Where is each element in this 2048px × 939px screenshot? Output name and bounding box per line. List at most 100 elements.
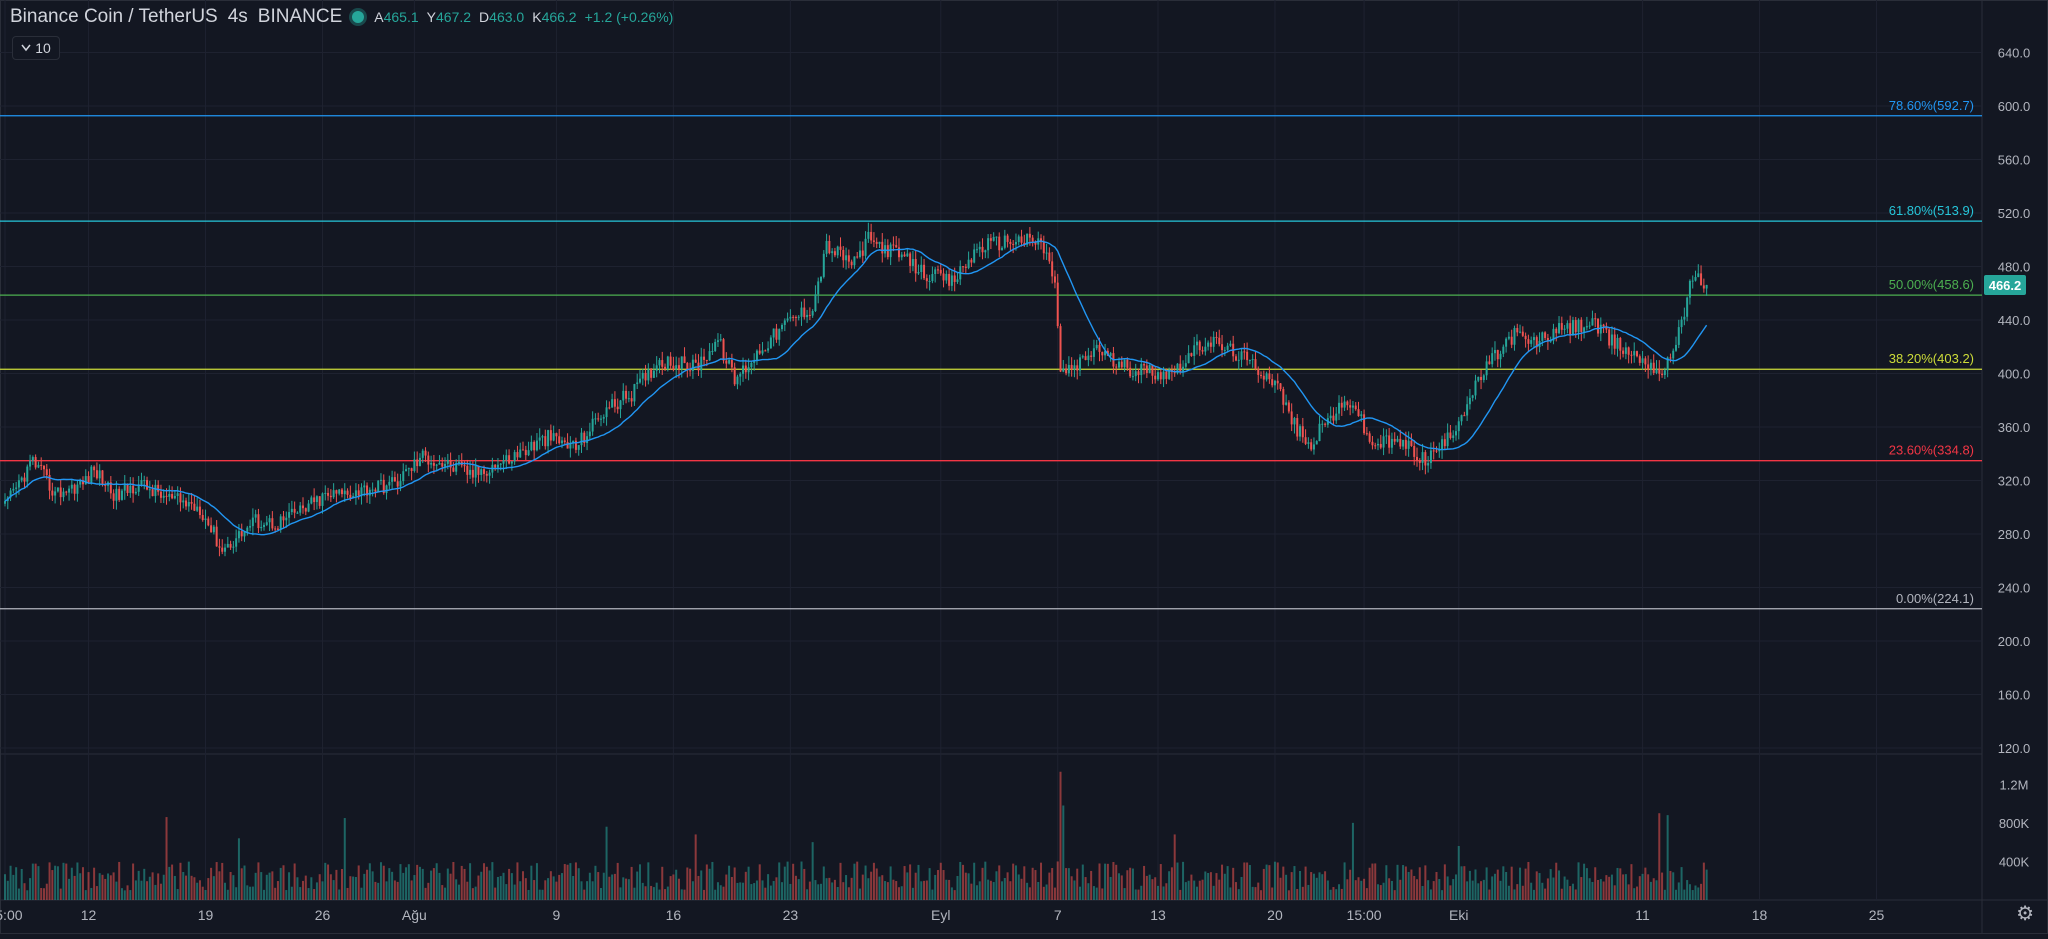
candle-body: [235, 538, 237, 546]
volume-bar: [1597, 880, 1599, 900]
volume-bar: [1073, 880, 1075, 900]
volume-bar: [1550, 869, 1552, 900]
volume-bar: [653, 887, 655, 900]
volume-bar: [1480, 881, 1482, 900]
volume-bar: [1076, 869, 1078, 900]
candle-body: [561, 440, 563, 443]
high-value: 467.2: [436, 9, 471, 25]
price-tick-label: 240.0: [1998, 581, 2031, 596]
volume-bar: [450, 874, 452, 900]
gear-icon[interactable]: ⚙: [2016, 901, 2034, 926]
symbol-title[interactable]: Binance Coin / TetherUS: [10, 6, 218, 28]
candle-body: [954, 275, 956, 282]
candle-body: [1461, 415, 1463, 421]
volume-bar: [1692, 890, 1694, 900]
volume-bar: [583, 890, 585, 900]
candle-body: [422, 451, 424, 458]
candle-body: [1394, 439, 1396, 442]
volume-bar: [1352, 823, 1354, 900]
candle-body: [202, 515, 204, 520]
indicator-toggle[interactable]: 10: [12, 36, 60, 60]
candle-body: [152, 489, 154, 496]
volume-bar: [742, 883, 744, 900]
candle-body: [349, 495, 351, 498]
candle-body: [1149, 365, 1151, 373]
candle-body: [943, 273, 945, 280]
volume-bar: [1068, 868, 1070, 900]
volume-bar: [884, 881, 886, 900]
volume-bar: [1697, 887, 1699, 900]
volume-bar: [305, 876, 307, 900]
volume-bar: [795, 876, 797, 900]
candle-body: [188, 502, 190, 506]
candle-body: [711, 351, 713, 352]
volume-bar: [750, 884, 752, 900]
volume-bar: [906, 872, 908, 900]
candle-body: [1444, 439, 1446, 446]
candle-body: [135, 492, 137, 494]
candle-body: [1087, 356, 1089, 360]
volume-bar: [257, 862, 259, 900]
volume-bar: [856, 862, 858, 900]
candle-body: [1057, 283, 1059, 327]
volume-bar: [1137, 890, 1139, 900]
volume-bar: [1196, 887, 1198, 900]
price-tick-label: 520.0: [1998, 206, 2031, 221]
live-dot-icon: [352, 11, 364, 23]
fibonacci-retracement[interactable]: 78.60%(592.7)61.80%(513.9)50.00%(458.6)3…: [0, 98, 1982, 609]
candle-body: [1274, 381, 1276, 385]
ma-line: [5, 241, 1707, 535]
volume-bar: [1327, 880, 1329, 900]
interval-label[interactable]: 4s: [228, 6, 248, 28]
candle-body: [567, 442, 569, 448]
volume-bar: [1213, 886, 1215, 900]
candle-body: [21, 478, 23, 481]
candle-body: [564, 440, 566, 442]
candle-body: [430, 463, 432, 464]
candle-body: [856, 256, 858, 257]
candle-body: [1480, 377, 1482, 380]
candle-body: [62, 492, 64, 498]
low-value: 463.0: [489, 9, 524, 25]
close-label: K: [532, 9, 541, 25]
volume-bar: [1071, 876, 1073, 900]
volume-bar: [1310, 872, 1312, 900]
volume-bar: [647, 862, 649, 900]
candle-body: [1321, 424, 1323, 425]
candle-body: [1126, 360, 1128, 368]
volume-bar: [140, 881, 142, 900]
candle-body: [308, 504, 310, 512]
volume-bar: [88, 872, 90, 900]
volume-bar: [828, 878, 830, 900]
candle-body: [469, 470, 471, 475]
volume-bar: [399, 864, 401, 900]
candle-body: [310, 497, 312, 503]
candle-body: [1664, 370, 1666, 375]
volume-bar: [522, 871, 524, 900]
candle-body: [90, 467, 92, 483]
volume-bar: [500, 876, 502, 900]
price-tick-label: 440.0: [1998, 313, 2031, 328]
candle-body: [608, 407, 610, 408]
volume-bar: [681, 889, 683, 900]
volume-bar: [658, 890, 660, 900]
volume-bar: [118, 862, 120, 900]
volume-bar: [1628, 884, 1630, 900]
volume-bar: [383, 866, 385, 900]
volume-bar: [1555, 863, 1557, 900]
candle-body: [653, 371, 655, 378]
volume-bar: [1182, 862, 1184, 900]
volume-bar: [347, 888, 349, 900]
volume-bar: [1132, 869, 1134, 900]
volume-bar: [71, 868, 73, 900]
candle-body: [227, 544, 229, 548]
volume-bar: [43, 888, 45, 900]
candle-body: [23, 478, 25, 482]
candle-body: [283, 516, 285, 520]
candle-body: [210, 525, 212, 532]
candle-body: [489, 473, 491, 476]
candle-body: [1143, 364, 1145, 365]
volume-bar: [441, 885, 443, 900]
